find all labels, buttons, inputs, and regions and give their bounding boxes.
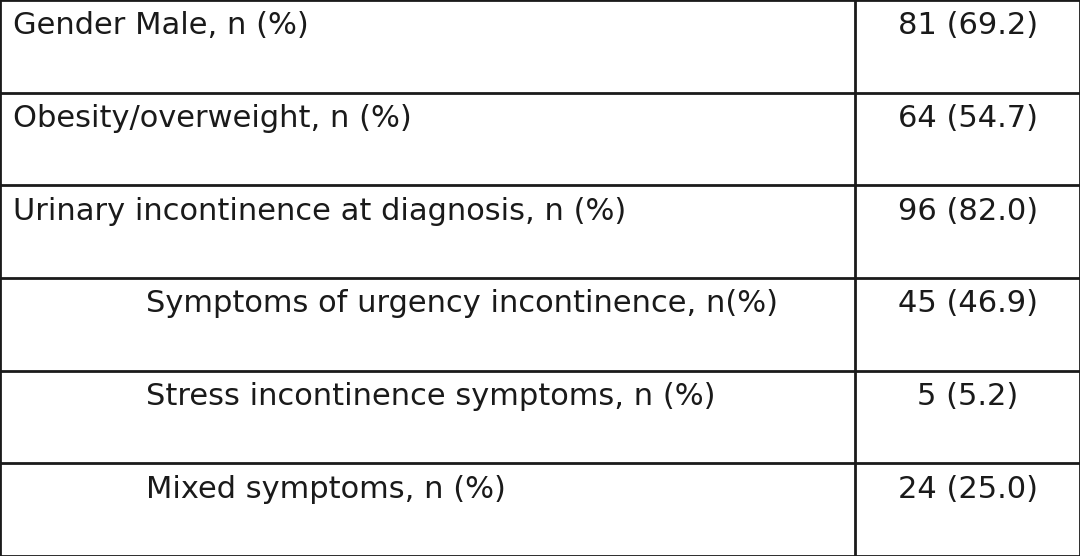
- Text: 45 (46.9): 45 (46.9): [897, 290, 1038, 319]
- Text: Mixed symptoms, n (%): Mixed symptoms, n (%): [146, 475, 505, 504]
- Text: 96 (82.0): 96 (82.0): [897, 197, 1038, 226]
- Text: Stress incontinence symptoms, n (%): Stress incontinence symptoms, n (%): [146, 382, 715, 411]
- Text: 24 (25.0): 24 (25.0): [897, 475, 1038, 504]
- Text: Urinary incontinence at diagnosis, n (%): Urinary incontinence at diagnosis, n (%): [13, 197, 626, 226]
- Text: Obesity/overweight, n (%): Obesity/overweight, n (%): [13, 104, 411, 133]
- Text: 5 (5.2): 5 (5.2): [917, 382, 1018, 411]
- Text: 81 (69.2): 81 (69.2): [897, 12, 1038, 41]
- Text: 64 (54.7): 64 (54.7): [897, 104, 1038, 133]
- Text: Gender Male, n (%): Gender Male, n (%): [13, 12, 309, 41]
- Text: Symptoms of urgency incontinence, n(%): Symptoms of urgency incontinence, n(%): [146, 290, 778, 319]
